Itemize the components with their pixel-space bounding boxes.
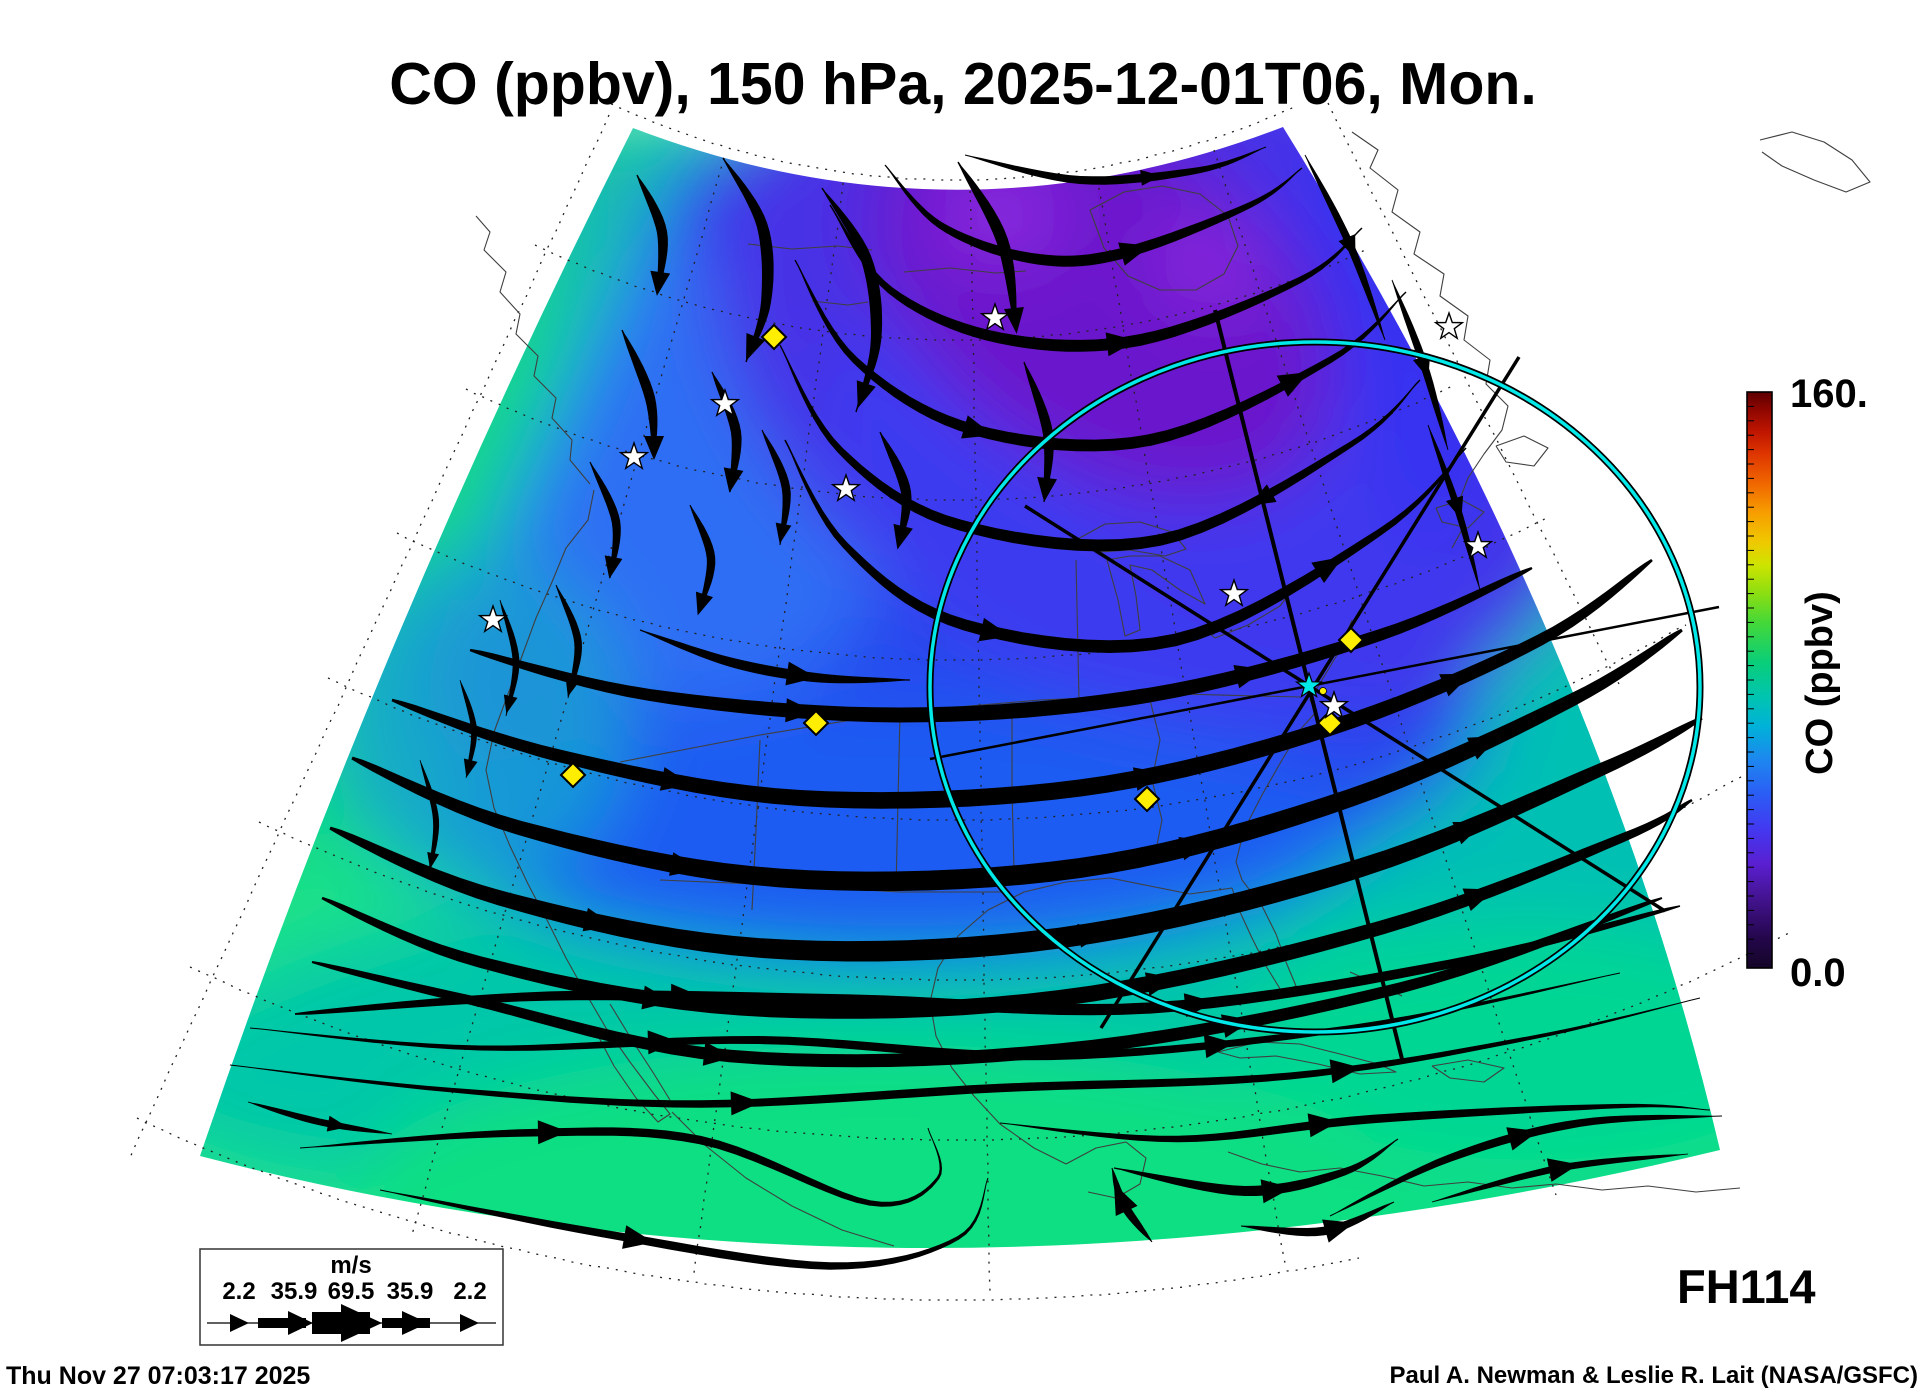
svg-text:m/s: m/s: [330, 1252, 371, 1279]
svg-text:35.9: 35.9: [271, 1278, 318, 1305]
svg-text:69.5: 69.5: [328, 1278, 375, 1305]
svg-text:2.2: 2.2: [453, 1278, 486, 1305]
svg-text:0.0: 0.0: [1790, 951, 1846, 995]
svg-text:35.9: 35.9: [387, 1278, 434, 1305]
svg-text:160.: 160.: [1790, 372, 1868, 416]
svg-text:2.2: 2.2: [222, 1278, 255, 1305]
svg-text:CO (ppbv): CO (ppbv): [1799, 591, 1841, 775]
